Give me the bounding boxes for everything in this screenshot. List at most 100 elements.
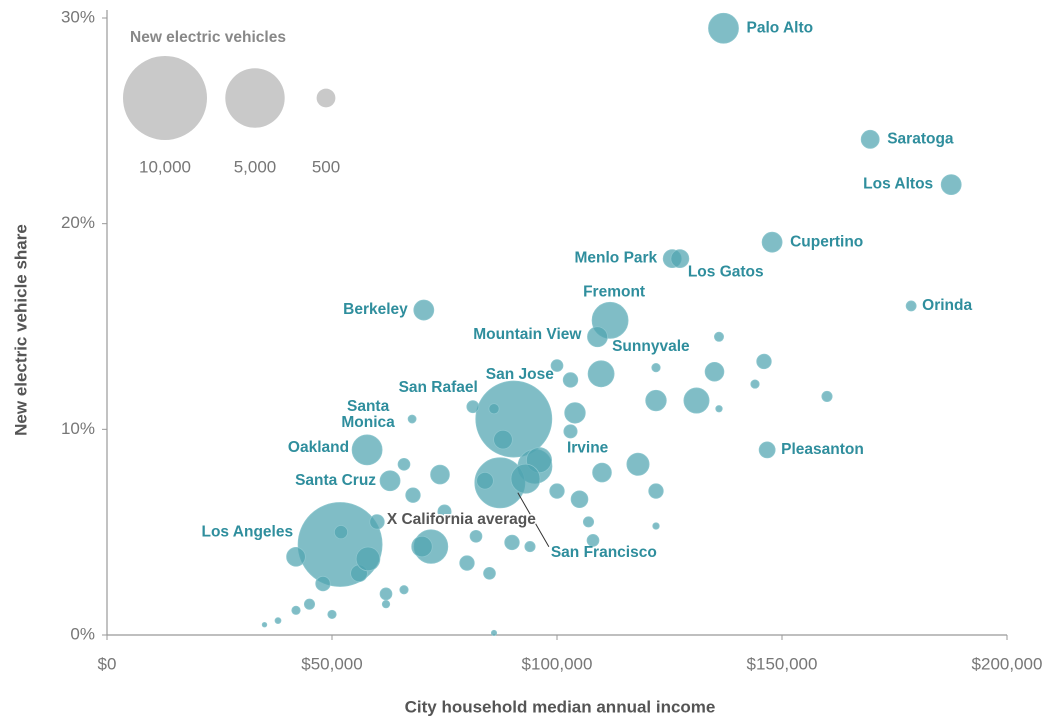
bubble [369, 514, 385, 530]
bubble [381, 599, 391, 609]
bubble [303, 598, 316, 610]
bubble-label: San Rafael [399, 379, 478, 396]
bubble-label: Sunnyvale [612, 338, 690, 355]
bubble [758, 441, 776, 459]
bubble [413, 299, 435, 321]
bubble [586, 534, 600, 547]
bubble [683, 387, 710, 414]
bubble [651, 363, 661, 373]
x-tick-label: $0 [98, 654, 117, 673]
bubble [291, 605, 301, 615]
annotation: X California average [387, 511, 536, 528]
bubble [821, 390, 833, 402]
bubble [351, 434, 383, 466]
bubble-label: Oakland [288, 439, 349, 456]
x-tick-label: $200,000 [972, 654, 1043, 673]
bubble [550, 359, 564, 372]
size-legend-label: 5,000 [234, 157, 277, 176]
size-legend-label: 500 [312, 157, 340, 176]
x-tick-label: $150,000 [747, 654, 818, 673]
size-legend-bubble [225, 68, 285, 128]
bubble-label: Santa Cruz [295, 472, 376, 489]
y-tick-label: 20% [61, 213, 95, 232]
size-legend-title: New electric vehicles [130, 29, 286, 46]
bubble [411, 535, 433, 558]
bubble [469, 529, 483, 543]
bubble-label: Saratoga [887, 130, 954, 147]
bubble [587, 326, 608, 348]
bubble-label: Cupertino [790, 233, 863, 250]
bubble [286, 547, 306, 567]
bubble-label: Pleasanton [781, 441, 864, 458]
label-line: Santa [347, 398, 390, 415]
bubble-label: Mountain View [473, 326, 582, 343]
bubble [437, 504, 452, 519]
bubble-label: Los Gatos [688, 264, 764, 281]
bubble [397, 457, 411, 471]
bubble [645, 389, 667, 412]
bubble [587, 360, 615, 388]
bubble [626, 452, 650, 476]
bubble [582, 516, 595, 528]
leader-line [517, 492, 550, 548]
bubble [670, 249, 690, 269]
bubble [708, 12, 739, 44]
bubble [466, 400, 480, 414]
bubble [715, 405, 723, 413]
bubble [327, 609, 337, 620]
bubble [504, 534, 520, 551]
bubble-label: San Francisco [551, 544, 657, 561]
bubble [713, 331, 725, 342]
x-axis-title: City household median annual income [405, 697, 716, 716]
bubble [379, 470, 401, 492]
bubble [563, 424, 578, 439]
bubble [274, 617, 282, 624]
bubble-label: Santa Monica [341, 398, 395, 431]
x-tick-label: $50,000 [301, 654, 362, 673]
bubble-label: Irvine [567, 439, 609, 456]
bubble [652, 522, 660, 530]
bubble [459, 555, 475, 571]
bubble [860, 129, 880, 149]
size-legend-label: 10,000 [139, 157, 191, 176]
bubble-label: Berkeley [343, 301, 408, 318]
bubble [940, 174, 962, 195]
bubble [315, 575, 331, 592]
bubble [524, 541, 536, 553]
bubble [297, 502, 383, 587]
bubble [761, 231, 783, 253]
y-tick-label: 0% [70, 624, 95, 643]
bubble [261, 622, 268, 628]
bubble [549, 483, 565, 499]
bubble [905, 300, 917, 312]
bubble [756, 353, 772, 370]
bubble-label: Fremont [583, 283, 645, 300]
bubble [564, 402, 586, 424]
bubble [399, 585, 409, 595]
bubble [333, 525, 349, 540]
y-tick-label: 30% [61, 7, 95, 26]
bubble-label: Orinda [922, 297, 972, 314]
bubble [490, 629, 498, 636]
x-tick-label: $100,000 [522, 654, 593, 673]
y-tick-label: 10% [61, 419, 95, 438]
label-line: Monica [341, 414, 395, 431]
y-axis-title: New electric vehicle share [11, 224, 30, 436]
bubble [488, 403, 500, 415]
size-legend-bubble [123, 56, 207, 140]
bubble [750, 379, 760, 389]
bubble [648, 483, 664, 499]
bubble [430, 464, 450, 485]
bubble-label: Menlo Park [574, 250, 657, 267]
bubble [476, 471, 494, 490]
bubble-label: Los Altos [863, 176, 933, 193]
bubble [407, 414, 417, 424]
bubble [493, 429, 513, 450]
bubble [475, 380, 553, 458]
bubble-label: San Jose [486, 366, 554, 383]
bubble [405, 487, 421, 503]
bubble [379, 587, 393, 601]
bubble [704, 361, 725, 382]
bubble [355, 546, 381, 572]
